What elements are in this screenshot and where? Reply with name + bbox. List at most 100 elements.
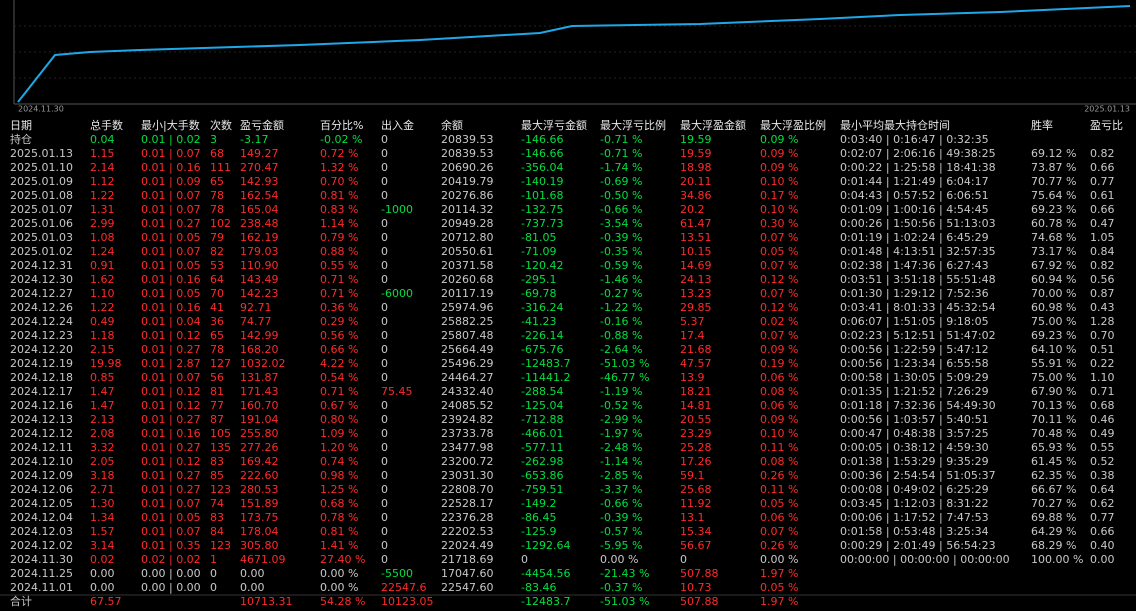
table-cell: 0.70 %	[320, 175, 358, 188]
table-cell: 0	[381, 189, 388, 202]
table-cell: 1.10	[90, 287, 115, 300]
table-cell: 22202.53	[441, 525, 494, 538]
table-cell: 0.17 %	[760, 189, 798, 202]
table-cell: -262.98	[521, 455, 563, 468]
table-cell: 0.07 %	[760, 287, 798, 300]
table-cell: 1032.02	[240, 357, 286, 370]
table-cell: 34.86	[680, 189, 712, 202]
table-cell: 69.23 %	[1031, 329, 1076, 342]
table-cell: 173.75	[240, 511, 279, 524]
table-cell: 0.72 %	[320, 147, 358, 160]
table-cell: 92.71	[240, 301, 272, 314]
table-cell: 0.71 %	[320, 273, 358, 286]
table-cell: 165.04	[240, 203, 279, 216]
table-cell: 1.62	[90, 273, 115, 286]
table-cell: -0.35 %	[600, 245, 642, 258]
table-cell: 1.10	[1090, 371, 1115, 384]
table-cell: 0.01 | 0.07	[141, 371, 201, 384]
row-label: 2024.12.06	[10, 483, 73, 496]
table-cell: 0	[521, 553, 528, 566]
table-cell: 135	[210, 441, 231, 454]
table-cell: 47.57	[680, 357, 712, 370]
row-label: 2024.12.13	[10, 413, 73, 426]
table-cell: 0.07 %	[760, 231, 798, 244]
table-cell: 0	[210, 567, 217, 580]
table-cell: 0:01:18 | 7:32:36 | 54:49:30	[840, 399, 996, 412]
header-cell: 最小平均最大持仓时间	[840, 118, 950, 132]
table-cell: 1.41 %	[320, 539, 358, 552]
table-cell: 0.00 %	[320, 567, 358, 580]
table-cell: 0.29 %	[320, 315, 358, 328]
header-cell: 出入金	[381, 118, 414, 132]
table-cell: 0:03:41 | 8:01:33 | 45:32:54	[840, 301, 996, 314]
table-cell: 0.09 %	[760, 343, 798, 356]
table-cell: -120.42	[521, 259, 563, 272]
table-cell: 10.73	[680, 581, 712, 594]
table-cell: 59.1	[680, 469, 705, 482]
table-cell: 0:02:23 | 5:12:51 | 51:47:02	[840, 329, 996, 342]
table-cell: 0:03:45 | 1:12:03 | 8:31:22	[840, 497, 989, 510]
table-cell: 0.10 %	[760, 427, 798, 440]
table-cell: -12483.7	[521, 357, 570, 370]
table-cell: 0:00:22 | 1:25:58 | 18:41:38	[840, 161, 996, 174]
table-cell: 2.71	[90, 483, 115, 496]
header-cell: 总手数	[90, 118, 123, 132]
table-cell: -0.71 %	[600, 147, 642, 160]
table-cell: -4454.56	[521, 567, 570, 580]
header-cell: 最大浮盈比例	[760, 118, 826, 132]
table-cell: 0.01 | 0.07	[141, 189, 201, 202]
header-cell: 最小|大手数	[141, 118, 200, 132]
table-cell: 0.00	[90, 581, 115, 594]
table-cell: 13.23	[680, 287, 712, 300]
table-cell: 0.01 | 0.07	[141, 525, 201, 538]
row-label: 2025.01.02	[10, 245, 73, 258]
table-cell: -712.88	[521, 413, 563, 426]
table-cell: 0.01 | 0.12	[141, 329, 201, 342]
table-cell: 0.01 | 0.35	[141, 539, 201, 552]
table-cell: -1.22 %	[600, 301, 642, 314]
table-cell: 23924.82	[441, 413, 494, 426]
table-cell: -0.66 %	[600, 203, 642, 216]
table-cell: 0.81 %	[320, 525, 358, 538]
table-cell: 0.55 %	[320, 259, 358, 272]
table-cell: 0	[381, 399, 388, 412]
stats-table: 日期 总手数 最小|大手数 次数 盈亏金额 百分比% 出入金 余额 最大浮亏金额 最大浮亏比例 最大…	[10, 118, 1123, 608]
table-cell: 55.91 %	[1031, 357, 1076, 370]
table-cell: 0.01 | 0.02	[141, 133, 201, 146]
table-cell: 74.68 %	[1031, 231, 1076, 244]
row-label: 2024.12.20	[10, 343, 73, 356]
table-cell: 0.06 %	[760, 511, 798, 524]
table-cell: 191.04	[240, 413, 279, 426]
table-cell: 0:00:58 | 1:30:05 | 5:09:29	[840, 371, 989, 384]
table-cell: 1.20 %	[320, 441, 358, 454]
table-cell: 1.05	[1090, 231, 1115, 244]
table-cell: 0.61	[1090, 189, 1115, 202]
table-cell: 0.01 | 0.16	[141, 161, 201, 174]
table-cell: 0	[381, 301, 388, 314]
table-cell: -737.73	[521, 217, 563, 230]
table-cell: 0.01 | 0.27	[141, 441, 201, 454]
table-cell: 0.62	[1090, 497, 1115, 510]
table-cell: 0.11 %	[760, 483, 798, 496]
table-cell: 75.45	[381, 385, 413, 398]
table-cell: 0.07 %	[760, 329, 798, 342]
table-cell: 0.01 | 0.27	[141, 343, 201, 356]
table-cell: 123	[210, 539, 231, 552]
table-cell: 0.01 | 0.16	[141, 273, 201, 286]
table-cell: 0	[381, 343, 388, 356]
table-cell: 10123.05	[381, 595, 434, 608]
table-cell: 0.12 %	[760, 273, 798, 286]
table-cell: 60.78 %	[1031, 217, 1076, 230]
row-label: 持仓	[10, 132, 32, 146]
header-cell: 盈亏比	[1090, 119, 1123, 132]
table-cell: 0.54 %	[320, 371, 358, 384]
row-label: 2024.12.31	[10, 259, 73, 272]
table-cell: 0:04:43 | 0:57:52 | 6:06:51	[840, 189, 989, 202]
header-cell: 最大浮亏金额	[521, 118, 587, 132]
table-cell: 0	[381, 525, 388, 538]
table-cell: 25496.29	[441, 357, 494, 370]
table-cell: 0.56	[1090, 273, 1115, 286]
header-cell: 盈亏金额	[240, 118, 284, 132]
table-cell: 0.22	[1090, 357, 1115, 370]
